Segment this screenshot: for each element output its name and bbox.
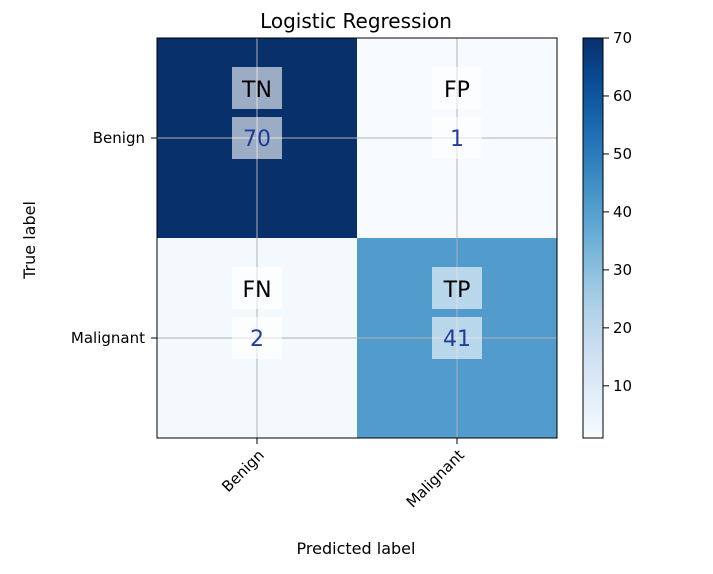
cell-value-1-0: 2	[250, 327, 264, 352]
colorbar-tick-label-3: 40	[613, 203, 632, 221]
x-axis-label: Predicted label	[297, 539, 416, 558]
cell-annotation-1-0: FN 2	[232, 267, 282, 359]
cell-value-0-0: 70	[243, 127, 271, 152]
colorbar-tick-label-6: 70	[613, 29, 632, 47]
plot-frame	[156, 37, 558, 439]
cell-label-box-1-1	[432, 267, 482, 309]
cell-label-0-0: TN	[241, 78, 272, 103]
colorbar-gradient	[582, 37, 604, 439]
cell-value-box-1-1	[432, 317, 482, 359]
cell-label-box-1-0	[232, 267, 282, 309]
cell-label-0-1: FP	[444, 78, 470, 103]
x-tick-label-1: Malignant	[403, 446, 468, 511]
cell-label-1-1: TP	[443, 278, 471, 303]
cell-annotation-0-0: TN 70	[232, 67, 282, 159]
y-tick-label-0: Benign	[93, 129, 145, 147]
colorbar: 10 20 30 40 50 60 70	[582, 29, 632, 439]
chart-title: Logistic Regression	[260, 9, 452, 33]
heatmap-cells	[157, 38, 557, 438]
cell-value-box-1-0	[232, 317, 282, 359]
colorbar-tick-label-5: 60	[613, 87, 632, 105]
x-axis-ticks: Benign Malignant	[218, 438, 468, 511]
cell-value-0-1: 1	[450, 127, 464, 152]
cell-annotation-0-1: FP 1	[432, 67, 482, 159]
colorbar-tick-label-4: 50	[613, 145, 632, 163]
y-axis-label: True label	[20, 201, 39, 280]
colorbar-tick-label-0: 10	[613, 377, 632, 395]
cell-label-box-0-0	[232, 67, 282, 109]
cell-value-1-1: 41	[443, 327, 471, 352]
y-axis-ticks: Benign Malignant	[71, 129, 157, 347]
x-tick-label-0: Benign	[218, 446, 268, 496]
y-tick-label-1: Malignant	[71, 329, 145, 347]
cell-value-box-0-0	[232, 117, 282, 159]
colorbar-tick-label-1: 20	[613, 319, 632, 337]
colorbar-tick-label-2: 30	[613, 261, 632, 279]
cell-label-1-0: FN	[242, 278, 271, 303]
cell-annotations: TN 70 FP 1 FN 2 TP 41	[232, 67, 482, 359]
cell-value-box-0-1	[432, 117, 482, 159]
cell-annotation-1-1: TP 41	[432, 267, 482, 359]
cell-label-box-0-1	[432, 67, 482, 109]
